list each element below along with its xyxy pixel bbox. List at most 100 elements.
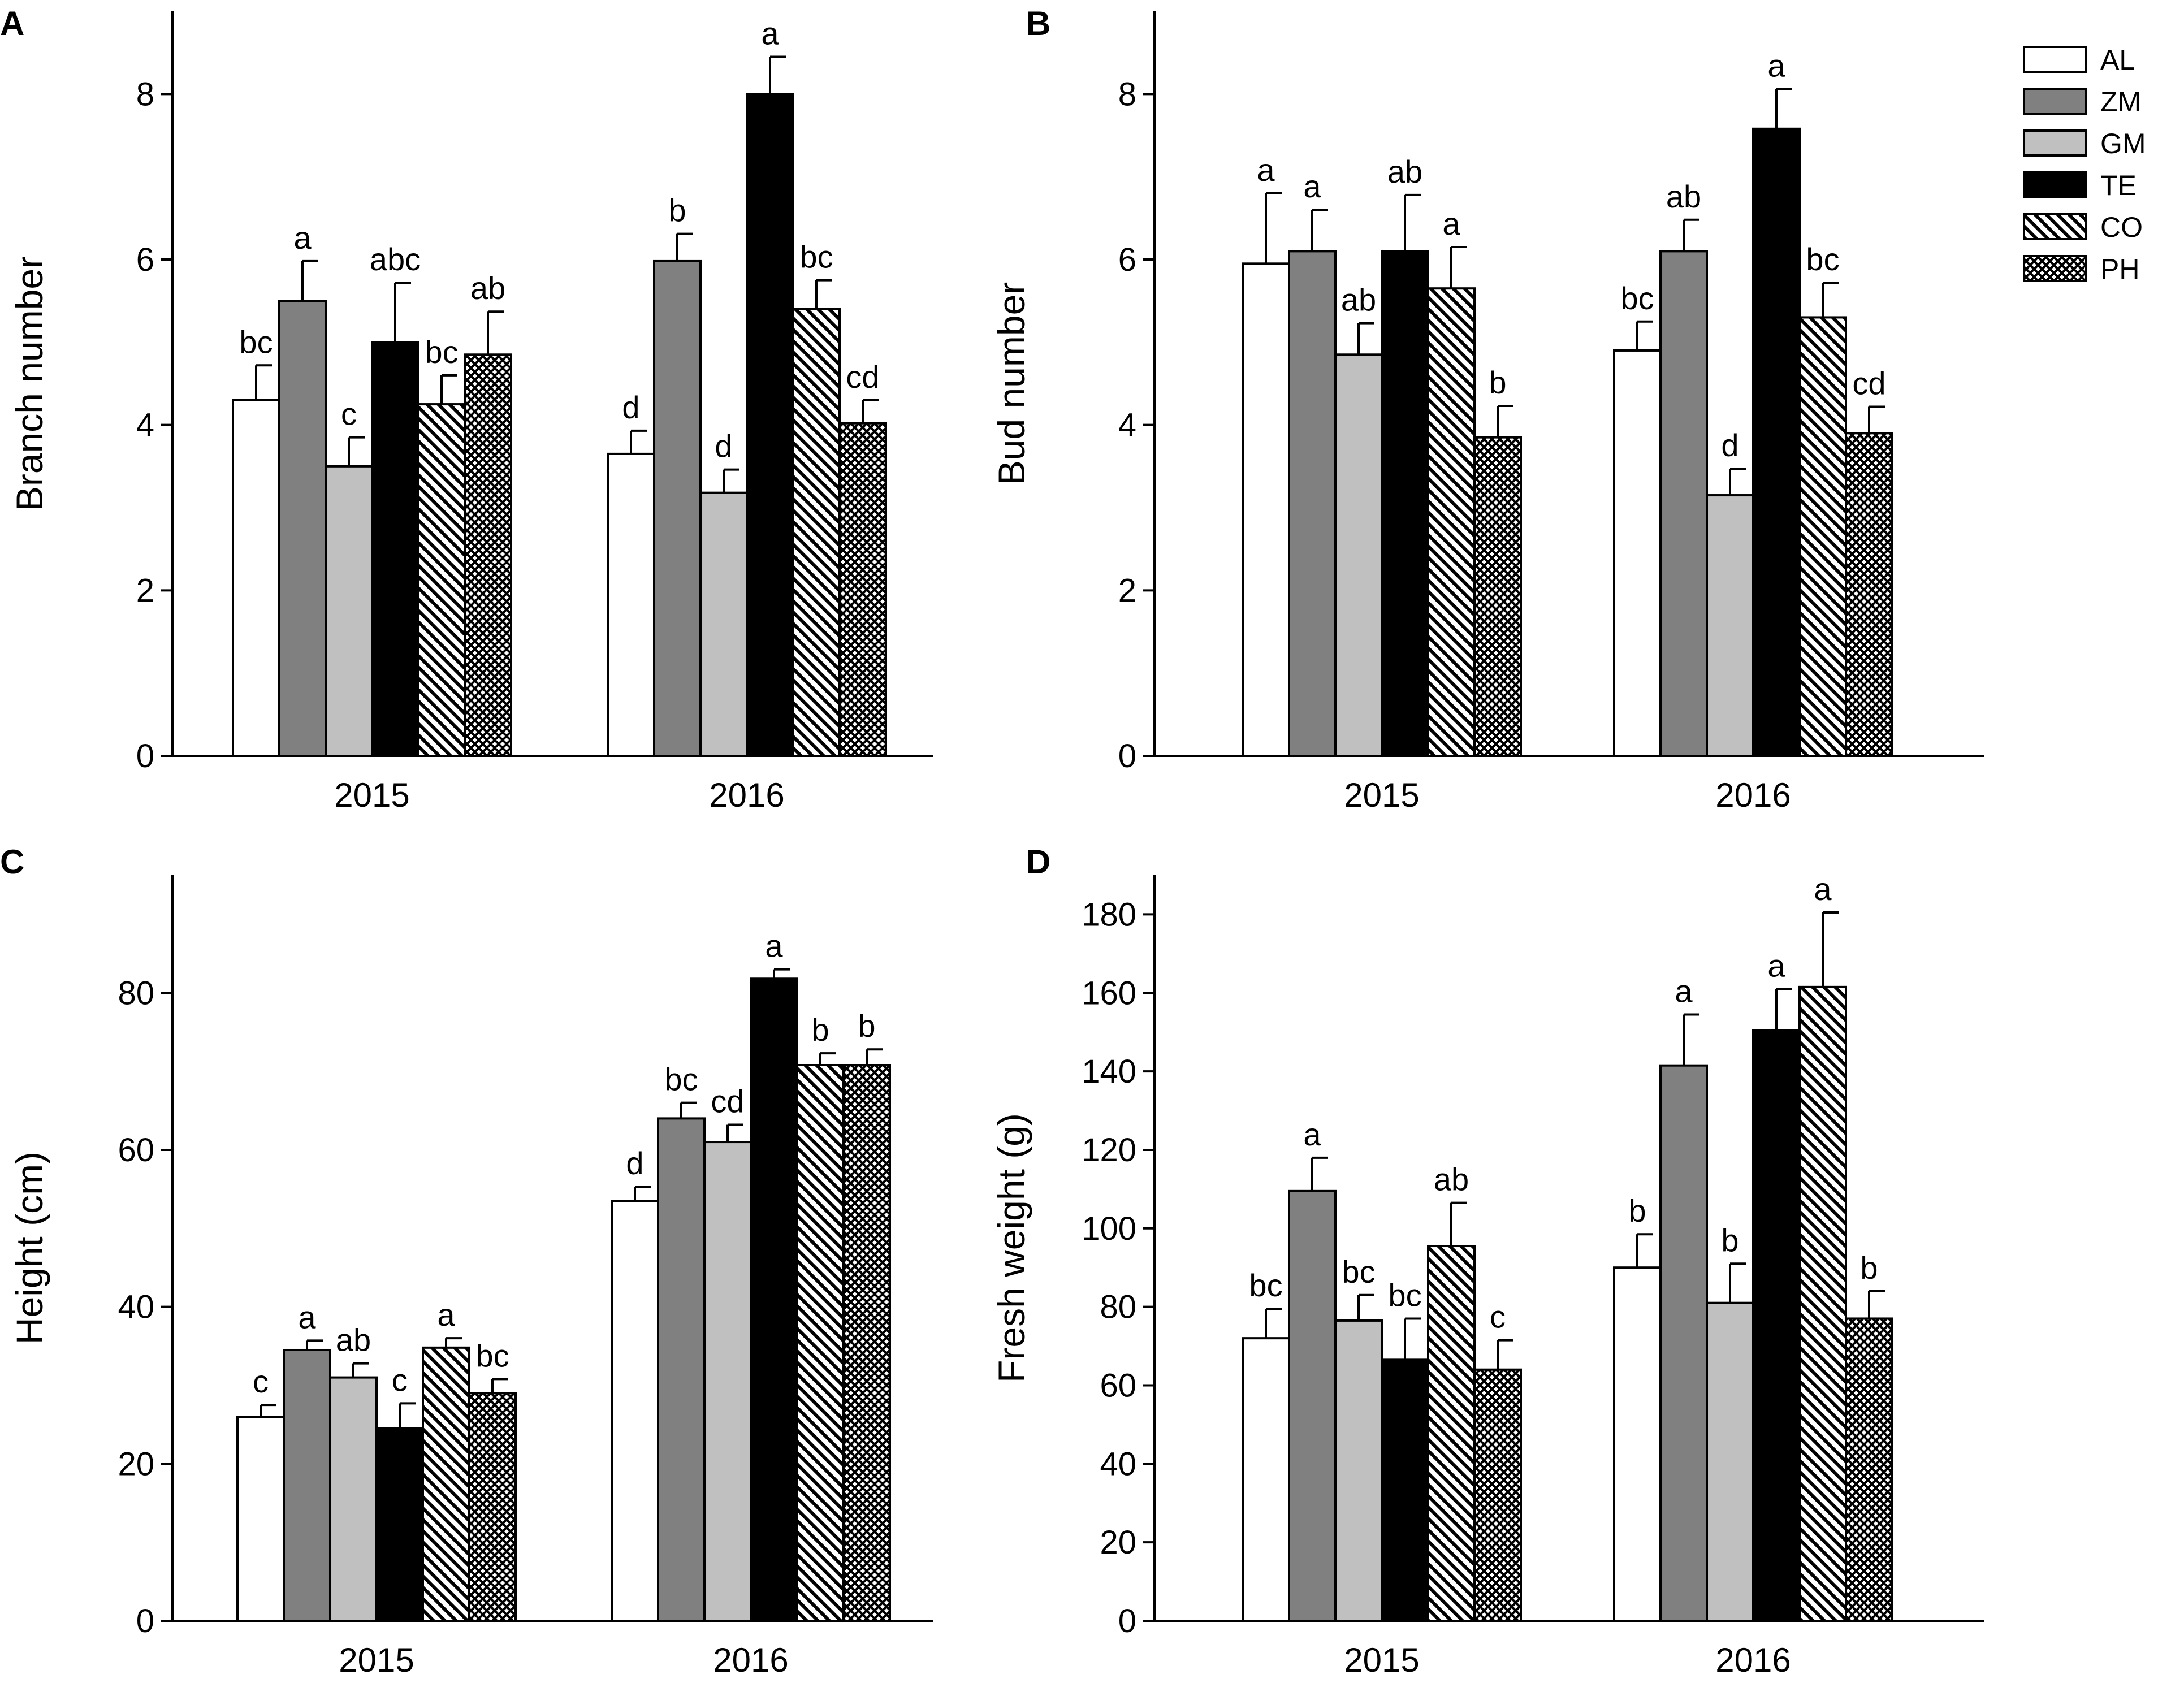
significance-letter: b: [668, 193, 686, 228]
significance-letter: ab: [1666, 179, 1701, 214]
bar-co-2016: [1798, 985, 1847, 1622]
significance-letter: a: [761, 15, 779, 51]
y-tick-label: 8: [1118, 76, 1136, 113]
bar-te-2015: [1381, 250, 1429, 758]
significance-letter: bc: [1620, 280, 1654, 316]
legend-swatch-te: [2023, 171, 2087, 198]
significance-letter: cd: [1852, 365, 1885, 401]
y-tick-label: 0: [136, 738, 154, 775]
significance-letter: a: [437, 1297, 455, 1332]
bar-gm-2015: [325, 465, 373, 757]
bar-ph-2015: [1473, 436, 1522, 757]
bar-gm-2015: [1334, 353, 1383, 757]
significance-letter: a: [765, 928, 783, 964]
y-tick-label: 20: [1100, 1524, 1136, 1561]
bar-ph-2016: [1845, 1317, 1893, 1623]
category-label: 2016: [713, 1641, 788, 1679]
bar-al-2016: [1613, 1266, 1662, 1622]
significance-letter: a: [298, 1299, 316, 1335]
bar-al-2016: [607, 452, 655, 757]
bar-te-2015: [375, 1427, 424, 1623]
y-tick-label: 100: [1082, 1210, 1136, 1247]
legend-label-te: TE: [2100, 170, 2137, 201]
bar-co-2016: [792, 308, 841, 757]
bar-te-2015: [371, 341, 419, 757]
significance-letter: a: [1767, 48, 1785, 84]
bar-al-2016: [1613, 349, 1662, 757]
significance-letter: bc: [1388, 1277, 1421, 1313]
significance-letter: a: [1814, 871, 1832, 907]
category-label: 2015: [1344, 1641, 1419, 1679]
bar-co-2016: [796, 1063, 845, 1622]
legend-swatch-al: [2023, 46, 2087, 73]
significance-letter: bc: [1342, 1254, 1375, 1290]
bar-zm-2016: [657, 1117, 706, 1622]
legend-label-gm: GM: [2100, 128, 2146, 159]
significance-letter: ab: [1341, 282, 1376, 318]
bar-co-2015: [1427, 287, 1476, 757]
significance-letter: d: [1721, 427, 1738, 463]
significance-letter: b: [1860, 1250, 1878, 1286]
significance-letter: a: [1767, 948, 1785, 983]
bar-zm-2015: [1288, 1189, 1337, 1622]
bar-ph-2015: [464, 353, 512, 757]
legend-swatch-gm: [2023, 129, 2087, 157]
y-tick-label: 8: [136, 76, 154, 113]
significance-letter: a: [1303, 1117, 1321, 1152]
bar-al-2016: [611, 1200, 659, 1623]
significance-letter: ab: [336, 1322, 371, 1358]
bar-co-2015: [1427, 1245, 1476, 1623]
y-tick-label: 0: [136, 1603, 154, 1639]
bar-zm-2015: [278, 300, 327, 757]
legend-label-ph: PH: [2100, 253, 2139, 285]
bar-ph-2016: [838, 422, 887, 757]
significance-letter: b: [811, 1012, 829, 1048]
bar-gm-2015: [1334, 1319, 1383, 1622]
y-tick-label: 60: [118, 1132, 154, 1169]
significance-letter: bc: [1249, 1267, 1282, 1303]
bar-te-2016: [750, 977, 798, 1622]
category-label: 2016: [1715, 776, 1791, 814]
significance-letter: a: [293, 220, 312, 256]
significance-letter: a: [1303, 168, 1321, 204]
bar-gm-2015: [329, 1376, 378, 1622]
significance-letter: d: [622, 390, 639, 425]
y-tick-label: 0: [1118, 738, 1136, 775]
significance-letter: bc: [475, 1338, 509, 1373]
y-tick-label: 140: [1082, 1053, 1136, 1090]
y-tick-label: 0: [1118, 1603, 1136, 1639]
bar-al-2015: [1242, 262, 1290, 758]
significance-letter: cd: [846, 359, 879, 395]
significance-letter: a: [1257, 152, 1275, 188]
y-tick-label: 2: [136, 572, 154, 609]
panel-letter: D: [1026, 843, 1050, 881]
significance-letter: c: [392, 1362, 408, 1398]
bar-al-2015: [232, 399, 280, 757]
significance-letter: bc: [799, 239, 833, 275]
bar-gm-2016: [699, 491, 748, 757]
y-tick-label: 20: [118, 1446, 154, 1482]
category-label: 2015: [339, 1641, 414, 1679]
y-tick-label: 160: [1082, 975, 1136, 1011]
bar-zm-2016: [1659, 250, 1708, 758]
significance-letter: c: [341, 396, 357, 432]
significance-letter: d: [626, 1145, 643, 1181]
significance-letter: ab: [1434, 1162, 1469, 1197]
bar-zm-2015: [1288, 250, 1337, 758]
bar-ph-2015: [468, 1392, 517, 1623]
panel-letter: B: [1026, 5, 1050, 42]
legend: AL ZM GM TE CO PH: [2023, 44, 2146, 285]
bar-co-2015: [422, 1346, 470, 1623]
significance-letter: a: [1675, 973, 1693, 1009]
y-tick-label: 80: [1100, 1289, 1136, 1326]
bar-gm-2016: [1706, 1301, 1754, 1622]
bar-co-2016: [1798, 316, 1847, 757]
y-tick-label: 60: [1100, 1367, 1136, 1404]
category-label: 2016: [1715, 1641, 1791, 1679]
y-axis-title: Height (cm): [8, 1152, 50, 1344]
significance-letter: b: [1721, 1222, 1738, 1258]
legend-label-zm: ZM: [2100, 86, 2141, 118]
